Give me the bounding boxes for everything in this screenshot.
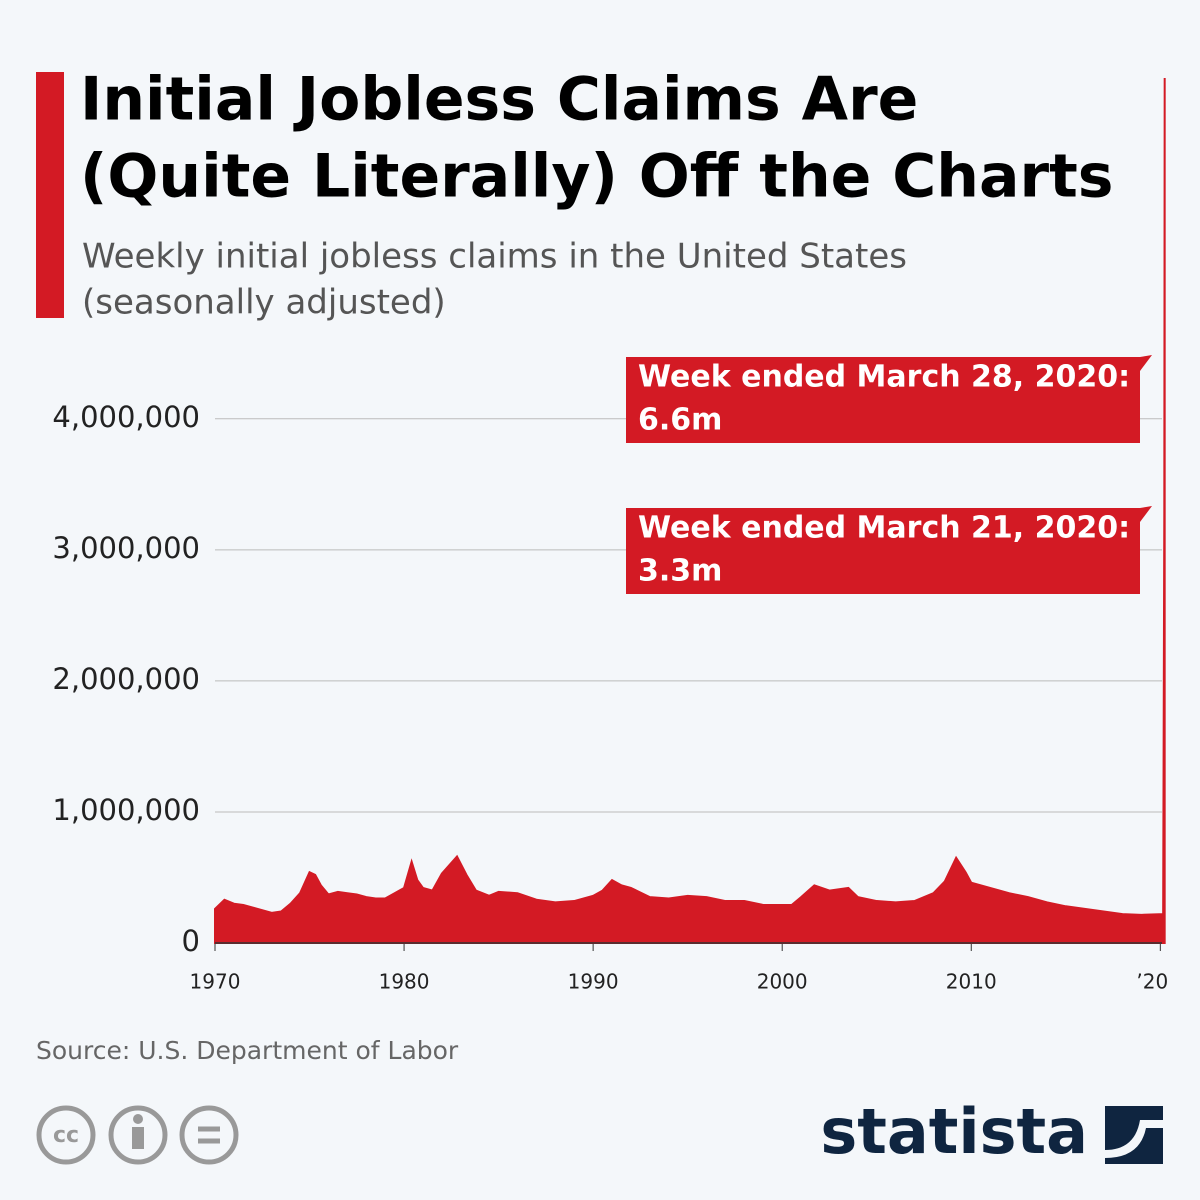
chart-title: (Quite Literally) Off the Charts [80,142,1113,212]
svg-text:cc: cc [53,1123,79,1148]
x-tick-label: 1990 [568,970,619,994]
x-tick-label: 2010 [946,970,997,994]
annotation-box [626,355,1152,443]
annotation-label: 3.3m [638,554,722,589]
x-tick-label: ’20 [1136,970,1168,994]
annotation-text: Week ended March 28, 2020: [638,360,1130,395]
brand-mark [1105,1106,1163,1164]
x-tick-label: 1970 [190,970,241,994]
annotation-box [626,506,1152,594]
y-tick-label: 3,000,000 [52,531,200,565]
x-tick-label: 1980 [379,970,430,994]
x-tick-label: 2000 [757,970,808,994]
source: Source: U.S. Department of Labor [36,1036,459,1065]
license-icons: cc [36,1105,239,1165]
y-tick-label: 1,000,000 [52,793,200,827]
y-tick-label: 4,000,000 [52,400,200,434]
chart-title: Initial Jobless Claims Are [80,65,918,135]
chart-subtitle: Weekly initial jobless claims in the Uni… [82,237,907,277]
title-accent [36,72,64,318]
area [214,77,1166,944]
annotation-text: Week ended March 21, 2020: [638,511,1130,546]
y-tick-label: 2,000,000 [52,662,200,696]
annotation-label: 6.6m [638,403,722,438]
brand-logo: statista [820,1095,1088,1168]
chart-subtitle: (seasonally adjusted) [82,283,446,323]
y-tick-label: 0 [182,924,200,958]
